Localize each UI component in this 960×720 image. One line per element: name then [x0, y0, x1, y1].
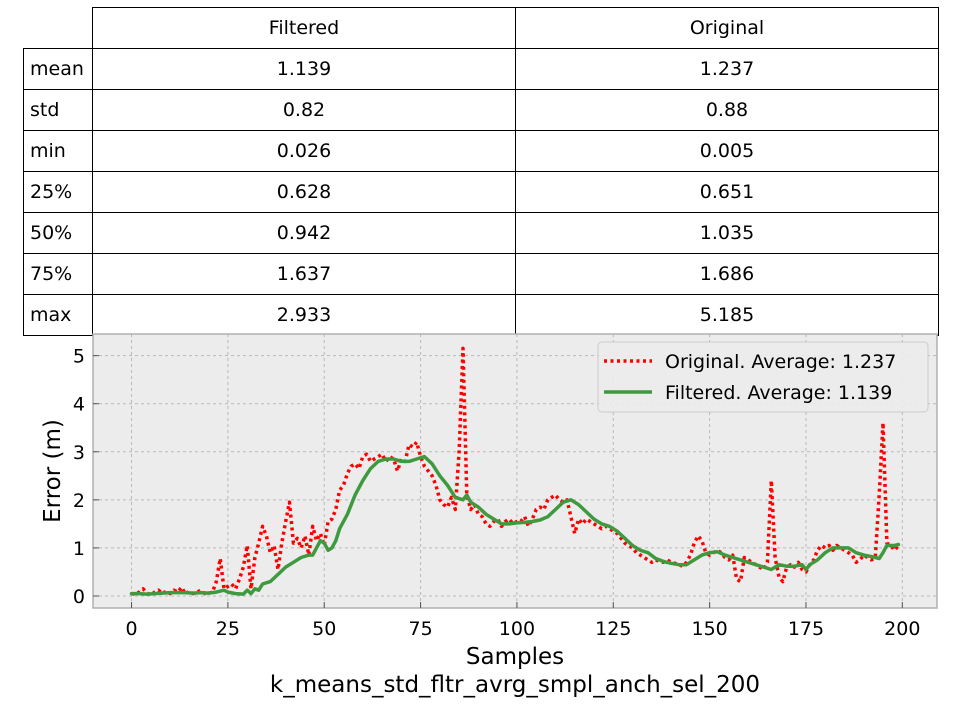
table-row: mean 1.139 1.237: [23, 48, 939, 90]
table-row: min 0.026 0.005: [23, 130, 939, 172]
table-row: max 2.933 5.185: [23, 294, 939, 336]
x-tick-label: 200: [884, 618, 920, 640]
x-tick-label: 150: [691, 618, 727, 640]
table-cell-filtered: 0.026: [92, 130, 516, 172]
table-row: 25% 0.628 0.651: [23, 171, 939, 213]
x-tick-label: 125: [595, 618, 631, 640]
table-cell-filtered: 0.82: [92, 89, 516, 131]
x-tick-label: 100: [499, 618, 535, 640]
table-cell-filtered: 0.628: [92, 171, 516, 213]
y-tick-label: 3: [73, 442, 85, 464]
x-tick-label: 50: [312, 618, 336, 640]
plot-frame: [92, 333, 938, 609]
x-tick-label: 25: [216, 618, 240, 640]
legend-label-original: Original. Average: 1.237: [665, 351, 896, 373]
table-cell-filtered: 1.139: [92, 48, 516, 90]
row-label: 50%: [23, 212, 93, 254]
row-label: min: [23, 130, 93, 172]
y-axis-label: Error (m): [40, 419, 66, 523]
series-line-filtered: [129, 454, 901, 596]
y-tick-label: 2: [73, 490, 85, 512]
y-tick-label: 0: [73, 586, 85, 608]
gridlines: [93, 334, 937, 608]
table-header-row: Filtered Original: [24, 7, 939, 49]
table-row: 75% 1.637 1.686: [23, 253, 939, 295]
row-label: 25%: [23, 171, 93, 213]
y-tick-label: 1: [73, 538, 85, 560]
table-cell-original: 0.88: [515, 89, 939, 131]
y-tick-label: 4: [73, 394, 85, 416]
y-tick-label: 5: [73, 346, 85, 368]
row-label: max: [23, 294, 93, 336]
x-axis-label: Samples: [466, 644, 564, 670]
x-tick-label: 75: [408, 618, 432, 640]
table-cell-filtered: 0.942: [92, 212, 516, 254]
legend-label-filtered: Filtered. Average: 1.139: [665, 382, 892, 404]
table-row: std 0.82 0.88: [23, 89, 939, 131]
axis-ticks: 0 25 50 75 100 125 150 175 200 0 1 2 3 4 5: [73, 346, 921, 640]
legend: Original. Average: 1.237 Filtered. Avera…: [597, 341, 929, 413]
column-header-filtered: Filtered: [92, 7, 516, 49]
table-row: 50% 0.942 1.035: [23, 212, 939, 254]
x-tick-label: 0: [125, 618, 137, 640]
table-cell-original: 1.035: [515, 212, 939, 254]
legend-box: [597, 341, 929, 413]
table-cell-original: 0.005: [515, 130, 939, 172]
x-tick-label: 175: [788, 618, 824, 640]
table-cell-original: 0.651: [515, 171, 939, 213]
chart-title: k_means_std_fltr_avrg_smpl_anch_sel_200: [270, 672, 760, 698]
table-cell-original: 1.686: [515, 253, 939, 295]
column-header-original: Original: [515, 7, 939, 49]
statistics-table: Filtered Original mean 1.139 1.237 std 0…: [23, 7, 939, 336]
series-layer: [129, 346, 901, 597]
